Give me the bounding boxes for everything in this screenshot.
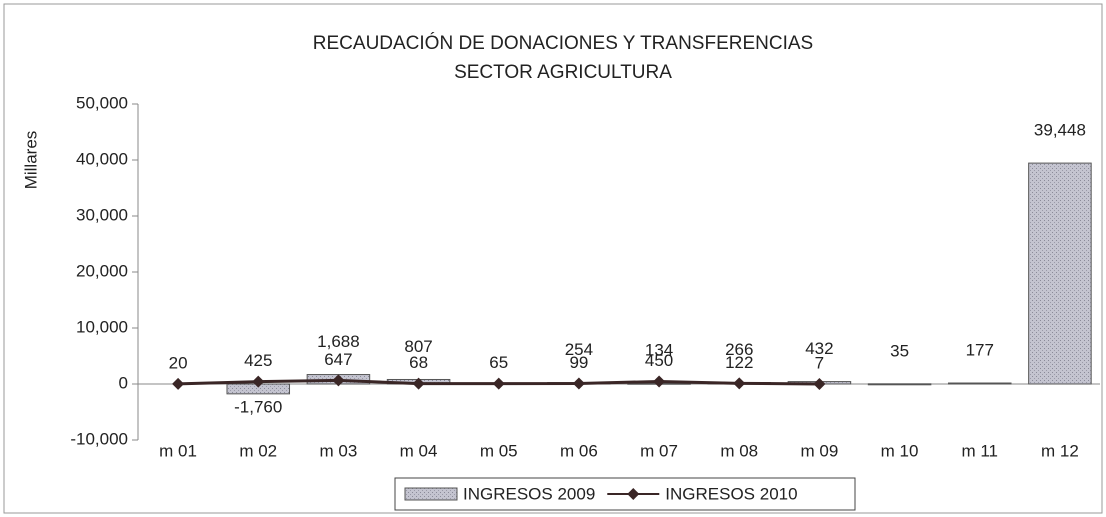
line-value-label: 647 — [324, 350, 352, 369]
x-tick-label: m 05 — [480, 441, 518, 460]
bar-value-label: 39,448 — [1034, 121, 1086, 140]
bar-value-label: 266 — [725, 340, 753, 359]
legend-swatch — [404, 487, 458, 501]
chart-frame — [3, 3, 1103, 514]
line-marker — [813, 377, 826, 390]
y-tick-label: 40,000 — [76, 149, 128, 168]
line-marker — [492, 377, 505, 390]
line-value-label: 65 — [489, 353, 508, 372]
x-tick-label: m 09 — [801, 441, 839, 460]
line-value-label: 68 — [409, 353, 428, 372]
line-marker — [252, 375, 265, 388]
bar-value-label: 177 — [966, 340, 994, 359]
x-tick-label: m 02 — [239, 441, 277, 460]
y-axis-label: Millares — [21, 131, 40, 190]
legend-marker — [627, 488, 640, 500]
legend-label: INGRESOS 2009 — [463, 484, 595, 503]
chart-title: RECAUDACIÓN DE DONACIONES Y TRANSFERENCI… — [313, 32, 813, 54]
x-tick-label: m 10 — [881, 441, 919, 460]
bar-value-label: 1,688 — [317, 332, 360, 351]
line-marker — [733, 377, 746, 390]
bar-value-label: 134 — [645, 341, 673, 360]
x-tick-label: m 01 — [159, 441, 197, 460]
y-tick-label: -10,000 — [70, 429, 128, 448]
bar — [947, 382, 1012, 385]
line-value-label: 20 — [169, 353, 188, 372]
x-tick-label: m 06 — [560, 441, 598, 460]
x-tick-label: m 08 — [720, 441, 758, 460]
line-marker — [653, 375, 666, 388]
line-value-label: 425 — [244, 351, 272, 370]
x-tick-label: m 11 — [961, 441, 998, 460]
bar — [867, 383, 932, 386]
x-tick-label: m 12 — [1041, 441, 1079, 460]
x-tick-label: m 07 — [640, 441, 678, 460]
bar-value-label: -1,760 — [234, 397, 282, 416]
line-marker — [412, 377, 425, 390]
x-tick-label: m 03 — [320, 441, 358, 460]
line-marker — [332, 374, 345, 387]
line-marker — [572, 377, 585, 390]
legend-label: INGRESOS 2010 — [665, 484, 797, 503]
bar — [1028, 162, 1092, 385]
x-tick-label: m 04 — [400, 441, 438, 460]
line-marker — [172, 377, 185, 390]
y-tick-label: 50,000 — [76, 93, 128, 112]
chart-subtitle: SECTOR AGRICULTURA — [454, 62, 672, 83]
line-value-label: 450 — [645, 351, 673, 370]
line-value-label: 122 — [725, 353, 753, 372]
y-tick-label: 30,000 — [76, 205, 128, 224]
bar-value-label: 807 — [404, 337, 432, 356]
line-value-label: 99 — [569, 353, 588, 372]
bar-value-label: 432 — [805, 339, 833, 358]
bar-value-label: 254 — [565, 340, 593, 359]
y-tick-label: 20,000 — [76, 261, 128, 280]
y-tick-label: 10,000 — [76, 317, 128, 336]
y-tick-label: 0 — [119, 373, 128, 392]
bar-value-label: 35 — [890, 341, 909, 360]
line-value-label: 7 — [815, 353, 824, 372]
legend: INGRESOS 2009 INGRESOS 2010 — [394, 477, 856, 511]
